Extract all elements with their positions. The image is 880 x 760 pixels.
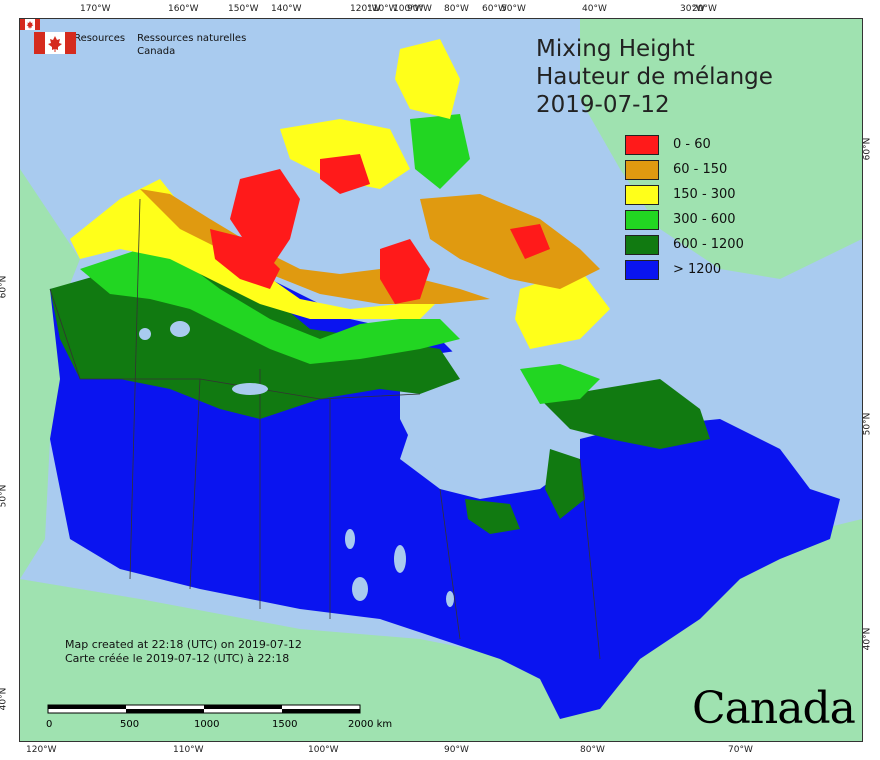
longitude-tick-top: 80°W	[444, 4, 469, 14]
mixing-height-150-300-east	[515, 269, 610, 349]
legend: 0 - 60 60 - 150 150 - 300 300 - 600 600 - 12…	[625, 132, 744, 282]
scale-label: 1000	[194, 719, 219, 730]
legend-item: 60 - 150	[625, 157, 744, 182]
title-date: 2019-07-12	[536, 92, 670, 118]
mixing-height-0-60-baffin	[510, 224, 550, 259]
creation-note-fr: Carte créée le 2019-07-12 (UTC) à 22:18	[65, 652, 290, 665]
longitude-tick-top: 100°W	[393, 4, 424, 14]
longitude-tick-top: 60°W	[482, 4, 507, 14]
longitude-tick-top: 140°W	[271, 4, 302, 14]
latitude-tick-right: 50°N	[862, 412, 873, 436]
canada-flag-icon	[34, 32, 76, 54]
legend-label: 300 - 600	[673, 212, 736, 227]
legend-item: 600 - 1200	[625, 232, 744, 257]
nrcan-logo: Natural Resources Canada Ressources natu…	[34, 32, 258, 58]
legend-item: 300 - 600	[625, 207, 744, 232]
longitude-tick-bottom: 80°W	[580, 745, 605, 755]
longitude-tick-top: 160°W	[168, 4, 199, 14]
legend-label: 0 - 60	[673, 137, 711, 152]
title-french: Hauteur de mélange	[536, 64, 773, 90]
mixing-height-0-60-islands	[380, 239, 430, 304]
legend-swatch	[625, 159, 659, 180]
map-canvas	[20, 19, 862, 741]
longitude-tick-top: 20°W	[692, 4, 717, 14]
mixing-height-60-150-baffin	[420, 194, 600, 289]
legend-label: 600 - 1200	[673, 237, 744, 252]
longitude-tick-top: 50°W	[501, 4, 526, 14]
longitude-tick-top: 90°W	[407, 4, 432, 14]
mixing-height-150-300-arctic	[280, 119, 410, 189]
legend-label: > 1200	[673, 262, 722, 277]
longitude-tick-top: 30°W	[680, 4, 705, 14]
longitude-tick-top: 120°W	[350, 4, 381, 14]
longitude-tick-top: 110°W	[367, 4, 398, 14]
legend-item: > 1200	[625, 257, 744, 282]
lakes	[139, 321, 454, 607]
latitude-tick-right: 40°N	[862, 627, 873, 651]
mixing-height-150-300-greenland-side	[395, 39, 460, 119]
longitude-tick-bottom: 110°W	[173, 745, 204, 755]
legend-swatch	[625, 184, 659, 205]
mixing-height-600-1200-quebec	[545, 449, 585, 519]
latitude-tick-right: 60°N	[862, 137, 873, 161]
usa-land	[20, 519, 862, 741]
scale-label: 2000 km	[348, 719, 392, 730]
legend-item: 150 - 300	[625, 182, 744, 207]
longitude-tick-top: 150°W	[228, 4, 259, 14]
creation-note: Map created at 22:18 (UTC) on 2019-07-12…	[65, 638, 302, 666]
mixing-height-0-60-central	[320, 154, 370, 194]
legend-swatch	[625, 234, 659, 255]
wordmark-flag-icon	[20, 19, 40, 30]
latitude-tick-left: 40°N	[0, 687, 9, 711]
latitude-tick-left: 60°N	[0, 275, 9, 299]
creation-note-en: Map created at 22:18 (UTC) on 2019-07-12	[65, 638, 302, 651]
latitude-tick-left: 50°N	[0, 484, 9, 508]
scale-label: 500	[120, 719, 139, 730]
legend-swatch	[625, 134, 659, 155]
longitude-tick-bottom: 100°W	[308, 745, 339, 755]
longitude-tick-bottom: 120°W	[26, 745, 57, 755]
provincial-boundaries	[49, 198, 601, 660]
mixing-height-300-600	[80, 249, 460, 364]
mixing-height-150-300	[70, 179, 440, 319]
longitude-tick-top: 170°W	[80, 4, 111, 14]
scale-bar-graphic: 0 500 1000 1500 2000 km	[46, 704, 392, 730]
canada-wordmark: Canada	[692, 683, 856, 734]
map-frame: Natural Resources Canada Ressources natu…	[19, 18, 863, 742]
map-title: Mixing Height Hauteur de mélange 2019-07…	[536, 35, 773, 119]
legend-label: 60 - 150	[673, 162, 728, 177]
longitude-tick-bottom: 70°W	[728, 745, 753, 755]
longitude-tick-bottom: 90°W	[444, 745, 469, 755]
longitude-tick-top: 40°W	[582, 4, 607, 14]
mixing-height-600-1200-ontario	[465, 499, 520, 534]
legend-item: 0 - 60	[625, 132, 744, 157]
scale-label: 0	[46, 719, 52, 730]
alaska-land	[20, 169, 80, 579]
department-name-fr: Ressources naturelles Canada	[137, 33, 247, 57]
legend-label: 150 - 300	[673, 187, 736, 202]
mixing-height-0-60-south	[210, 229, 280, 289]
legend-swatch	[625, 259, 659, 280]
mixing-height-300-600-east	[520, 364, 600, 404]
legend-swatch	[625, 209, 659, 230]
mixing-height-300-600-north	[410, 114, 470, 189]
title-english: Mixing Height	[536, 36, 695, 62]
scale-label: 1500	[272, 719, 297, 730]
